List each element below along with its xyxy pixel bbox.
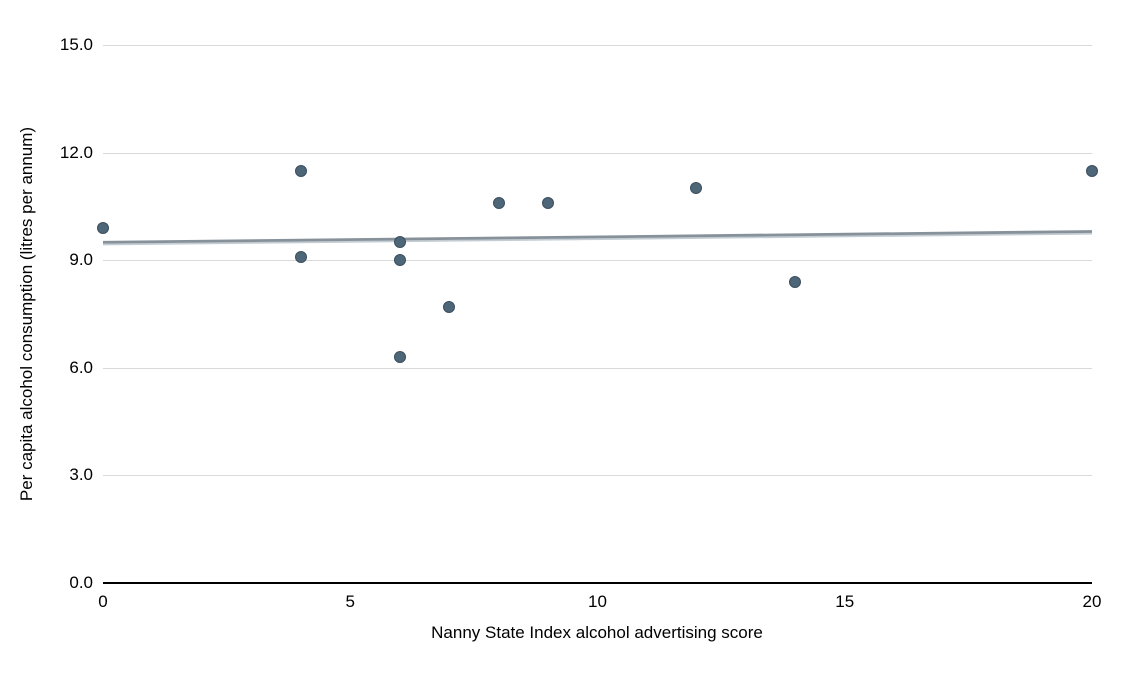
data-point: [789, 275, 802, 288]
x-axis-title: Nanny State Index alcohol advertising sc…: [431, 623, 763, 642]
x-tick-label: 0: [98, 592, 108, 611]
x-tick-label: 20: [1082, 592, 1102, 611]
gridline: [103, 475, 1092, 477]
y-tick-label: 6.0: [69, 357, 93, 377]
y-tick-label: 3.0: [69, 465, 93, 485]
x-tick-label: 5: [345, 592, 355, 611]
data-point: [294, 164, 307, 177]
y-tick-label: 0.0: [69, 573, 93, 592]
plot-area: [97, 45, 1098, 584]
data-point: [1086, 164, 1098, 177]
data-point: [542, 196, 555, 209]
data-point: [443, 300, 456, 313]
gridline: [103, 152, 1092, 154]
gridline: [103, 45, 1092, 46]
gridline: [103, 260, 1092, 262]
data-point: [690, 182, 703, 195]
gridline: [103, 367, 1092, 369]
trend-line-layer: [102, 230, 1093, 246]
data-point: [393, 351, 406, 364]
y-tick-label: 15.0: [59, 35, 93, 54]
x-tick-label: 10: [588, 592, 607, 611]
x-axis-line: [103, 582, 1092, 584]
y-tick-label: 9.0: [69, 250, 93, 270]
data-point: [393, 236, 406, 249]
data-point: [294, 250, 307, 263]
trend-line-highlight: [102, 232, 1093, 246]
trend-line: [102, 230, 1093, 244]
x-tick-label: 15: [835, 592, 855, 611]
data-point: [393, 254, 406, 267]
data-point: [492, 196, 505, 209]
data-point: [97, 221, 109, 234]
y-axis-title: Per capita alcohol consumption (litres p…: [17, 126, 36, 502]
y-tick-label: 12.0: [59, 142, 93, 162]
